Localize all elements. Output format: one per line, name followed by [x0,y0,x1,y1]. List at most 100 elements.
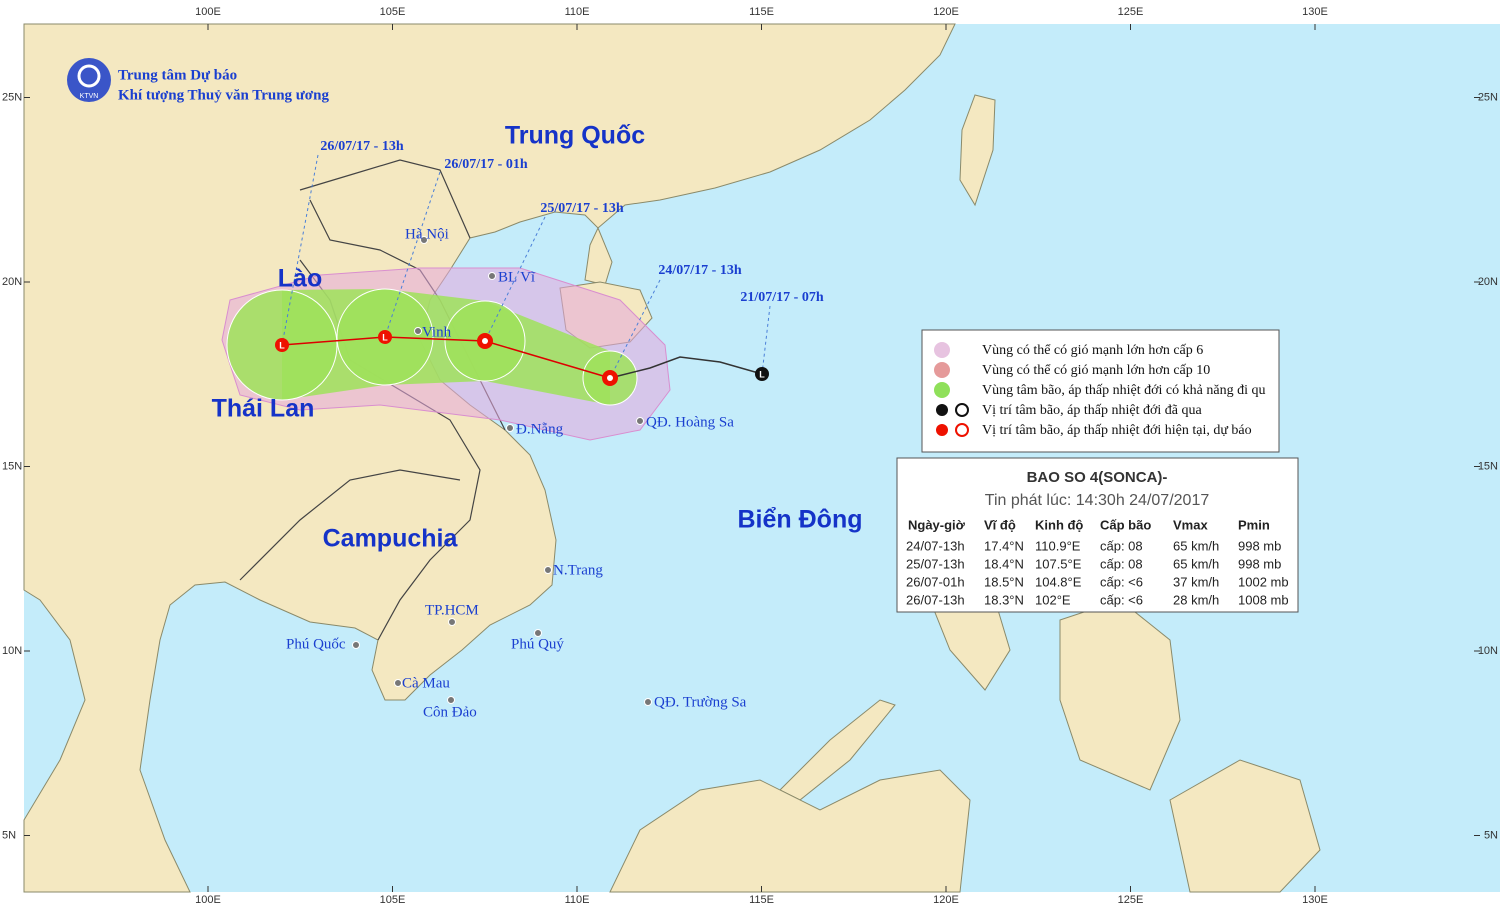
place-label: N.Trang [553,562,603,578]
bulletin-cell: 65 km/h [1173,538,1219,553]
bulletin-issued: Tin phát lúc: 14:30h 24/07/2017 [985,492,1210,509]
bulletin-cell: cấp: <6 [1100,592,1143,607]
lon-label: 120E [933,6,959,18]
forecast-track [281,336,611,379]
lat-label: 10N [1478,645,1498,657]
place-label: Đ.Nẵng [516,421,564,437]
bulletin-cell: 998 mb [1238,556,1281,571]
bulletin-cell: cấp: 08 [1100,538,1143,553]
time-leaders [281,154,771,379]
lon-label: 105E [380,6,406,18]
bulletin-header: Pmin [1238,517,1270,532]
lat-label: 5N [2,829,16,841]
lon-label: 110E [565,894,590,906]
bulletin-cell: 1008 mb [1238,592,1289,607]
lon-label: 110E [565,6,590,18]
place-label: Hà Nội [405,226,449,242]
bulletin-header: Cấp bão [1100,517,1151,532]
legend-swatches [934,342,969,437]
bulletin-cell: 110.9°E [1035,538,1081,553]
track-time: 26/07/17 - 01h [444,157,527,172]
bulletin-cell: 104.8°E [1035,574,1082,589]
place-label: TP.HCM [425,602,479,618]
org-name: Trung tâm Dự báo [118,67,237,83]
legend-label: Vùng có thể có gió mạnh lớn hơn cấp 10 [982,363,1210,378]
place-dot [534,629,542,637]
logo-text: KTVN [80,93,99,100]
bulletin-cell: 102°E [1035,592,1071,607]
track-time: 21/07/17 - 07h [740,290,823,305]
bulletin-cell: 37 km/h [1173,574,1219,589]
region-label: Biển Đông [738,506,863,534]
lon-label: 130E [1302,6,1328,18]
place-dot [644,698,652,706]
lon-label: 130E [1302,894,1328,906]
logo: KTVN [67,58,111,102]
storm-markers: L L L [275,330,769,386]
lon-label: 120E [933,894,959,906]
place-label: Phú Quý [511,636,564,652]
bulletin-cell: 65 km/h [1173,556,1219,571]
legend-box [921,329,1280,453]
place-dot [420,236,428,244]
track-time: 25/07/17 - 13h [540,201,623,216]
lat-label: 20N [1478,276,1498,288]
place-label: Cà Mau [402,675,450,691]
track-time: 24/07/17 - 13h [658,263,741,278]
bulletin-cell: 107.5°E [1035,556,1082,571]
place-label: Côn Đảo [423,704,477,720]
bulletin-cell: 18.3°N [984,592,1024,607]
lon-label: 105E [380,894,406,906]
bulletin-cell: 998 mb [1238,538,1281,553]
bulletin-header: Kinh độ [1035,517,1083,532]
svg-text:L: L [279,340,285,350]
org-name: Khí tượng Thuỷ văn Trung ương [118,87,329,103]
lon-label: 115E [749,894,774,906]
lat-label: 15N [1478,460,1498,472]
place-label: QĐ. Trường Sa [654,694,747,710]
bulletin-cell: 28 km/h [1173,592,1219,607]
place-dot [506,424,514,432]
place-label: Phú Quốc [286,636,346,652]
svg-text:L: L [382,332,388,342]
place-label: QĐ. Hoàng Sa [646,414,734,430]
lon-label: 115E [749,6,774,18]
place-dot [544,566,552,574]
lat-label: 5N [1484,829,1498,841]
bulletin-header: Ngày-giờ [908,517,966,532]
place-dot [636,417,644,425]
lat-label: 10N [2,645,22,657]
lat-label: 20N [2,276,22,288]
legend-label: Vùng tâm bão, áp thấp nhiệt đới có khả n… [982,383,1265,398]
place-dot [352,641,360,649]
lat-label: 25N [1478,91,1498,103]
place-dot [488,272,496,280]
lon-label: 100E [195,894,221,906]
place-dot [394,679,402,687]
bulletin-header: Vmax [1173,517,1208,532]
bulletin-cell: 18.4°N [984,556,1024,571]
place-dot [447,696,455,704]
place-label: Vinh [422,324,452,340]
legend-label: Vị trí tâm bão, áp thấp nhiệt đới hiện t… [982,423,1252,438]
bulletin-title: BAO SO 4(SONCA)- [1027,469,1168,486]
bulletin-cell: 26/07-01h [906,574,965,589]
bulletin-cell: 25/07-13h [906,556,965,571]
bulletin-header: Vĩ độ [984,517,1016,532]
lat-label: 15N [2,460,22,472]
bulletin-cell: 26/07-13h [906,592,965,607]
place-label: BL Vĩ [498,269,536,285]
place-dot [448,618,456,626]
track-time: 26/07/17 - 13h [320,139,403,154]
region-label: Lào [278,265,322,293]
lon-label: 125E [1118,894,1144,906]
place-dot [414,327,422,335]
bulletin-cell: 18.5°N [984,574,1024,589]
lon-label: 125E [1118,6,1144,18]
bulletin-cell: cấp: <6 [1100,574,1143,589]
bulletin-cell: 17.4°N [984,538,1024,553]
svg-text:L: L [759,369,765,379]
legend-label: Vị trí tâm bão, áp thấp nhiệt đới đã qua [982,403,1202,418]
region-label: Thái Lan [212,395,315,423]
